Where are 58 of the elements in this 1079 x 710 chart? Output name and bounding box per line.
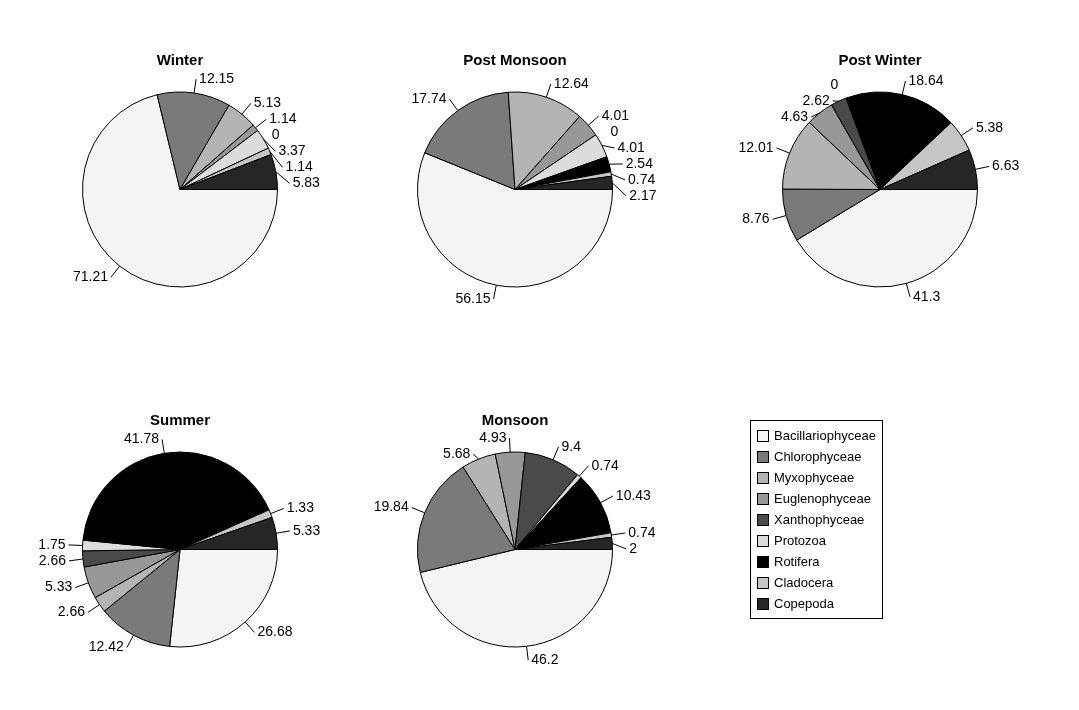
data-label: 5.38 bbox=[975, 118, 1004, 135]
chart-title: Post Monsoon bbox=[463, 51, 567, 69]
data-label: 18.64 bbox=[908, 71, 944, 88]
data-label: 10.43 bbox=[615, 486, 652, 503]
data-label: 4.93 bbox=[479, 429, 507, 445]
legend-label: Cladocera bbox=[774, 575, 834, 590]
text: 0 bbox=[610, 122, 619, 139]
data-label: 41.3 bbox=[913, 287, 941, 304]
data-label: 12.64 bbox=[553, 74, 590, 91]
data-label: 71.21 bbox=[72, 267, 109, 284]
data-label: 41.78 bbox=[124, 430, 160, 447]
text: 0 bbox=[830, 75, 839, 92]
data-label: 6.63 bbox=[992, 157, 1020, 174]
data-label: 5.13 bbox=[253, 94, 282, 111]
data-label: 12.01 bbox=[738, 138, 774, 155]
data-label: 12.42 bbox=[88, 638, 125, 655]
data-label: 46.2 bbox=[531, 651, 559, 668]
data-label: 5.68 bbox=[443, 445, 471, 461]
data-label: 1.14 bbox=[269, 110, 297, 127]
data-label: 17.74 bbox=[411, 90, 447, 107]
data-label: 5.33 bbox=[44, 578, 73, 595]
data-label: 12.15 bbox=[199, 70, 235, 87]
legend-label: Xanthophyceae bbox=[774, 512, 865, 527]
data-label: 2.66 bbox=[57, 603, 86, 620]
legend-label: Chlorophyceae bbox=[774, 449, 862, 464]
data-label: 0.74 bbox=[628, 170, 656, 187]
data-label: 2.66 bbox=[38, 551, 67, 568]
chart-title: Winter bbox=[156, 51, 204, 69]
legend-label: Myxophyceae bbox=[774, 470, 855, 485]
chart-title: Summer bbox=[149, 411, 211, 429]
legend-label: Copepoda bbox=[774, 596, 834, 611]
data-label: 26.68 bbox=[257, 623, 293, 640]
legend-label: Rotifera bbox=[774, 554, 820, 569]
legend-label: Bacillariophyceae bbox=[774, 428, 876, 443]
data-label: 2.17 bbox=[629, 186, 657, 203]
data-label: 5.83 bbox=[292, 174, 321, 191]
data-label: 1.33 bbox=[286, 499, 315, 516]
data-label: 4.01 bbox=[617, 138, 645, 155]
data-label: 0.74 bbox=[591, 456, 619, 473]
data-label: 4.63 bbox=[780, 107, 809, 124]
legend-label: Euglenophyceae bbox=[774, 491, 871, 506]
data-label: 19.84 bbox=[373, 498, 409, 515]
data-label: 0.74 bbox=[628, 523, 656, 540]
data-label: 56.15 bbox=[455, 289, 491, 306]
data-label: 2 bbox=[629, 539, 638, 556]
legend-label: Protozoa bbox=[774, 533, 827, 548]
data-label: 4.01 bbox=[601, 106, 630, 123]
data-label: 3.37 bbox=[278, 142, 306, 159]
data-label: 9.4 bbox=[561, 437, 582, 454]
data-label: 1.14 bbox=[285, 158, 314, 175]
chart-title: Monsoon bbox=[481, 411, 549, 429]
data-label: 5.33 bbox=[292, 521, 321, 538]
chart-title: Post Winter bbox=[838, 51, 922, 69]
data-label: 1.75 bbox=[38, 535, 66, 552]
data-label: 8.76 bbox=[742, 210, 770, 227]
data-label: 2.62 bbox=[802, 91, 830, 108]
data-label: 2.54 bbox=[625, 154, 654, 171]
text: 0 bbox=[271, 126, 280, 143]
